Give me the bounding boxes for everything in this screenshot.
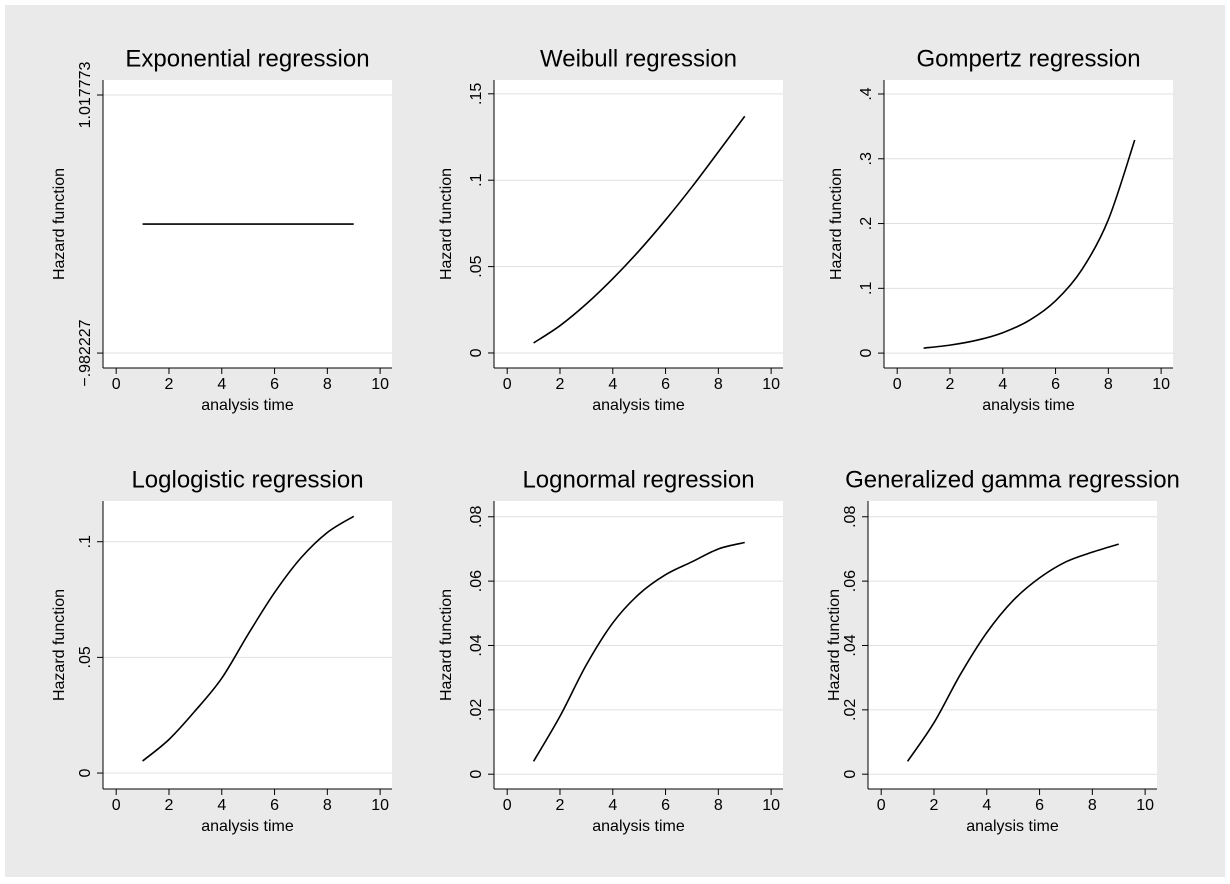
y-tick-label: −.982227 — [77, 319, 94, 386]
subplot: Weibull regression 0 .05 .1 .15 0 2 4 6 8 10 analys… — [438, 45, 783, 414]
y-tick-label: .02 — [842, 699, 859, 721]
x-axis-title: analysis time — [201, 397, 294, 414]
y-tick-label: .1 — [77, 535, 94, 548]
x-tick-label: 10 — [762, 376, 780, 393]
y-axis-title: Hazard function — [828, 168, 845, 280]
x-tick-label: 2 — [556, 797, 565, 814]
y-axis-title: Hazard function — [826, 589, 843, 701]
x-tick-label: 2 — [556, 376, 565, 393]
x-tick-label: 10 — [1136, 797, 1154, 814]
subplot-title: Lognormal regression — [522, 466, 754, 493]
y-tick-label: 0 — [842, 770, 859, 779]
hazard-line — [533, 115, 746, 344]
x-tick-label: 6 — [270, 797, 279, 814]
plot-region — [494, 80, 783, 368]
y-tick-label: 0 — [468, 770, 485, 779]
x-tick-label: 8 — [323, 797, 332, 814]
x-axis-title: analysis time — [966, 818, 1059, 835]
x-tick-label: 6 — [661, 376, 670, 393]
y-tick-label: .4 — [858, 87, 875, 100]
x-tick-label: 4 — [608, 376, 617, 393]
y-tick-label: .15 — [468, 83, 485, 105]
subplot-title: Gompertz regression — [916, 45, 1140, 72]
y-axis-title: Hazard function — [51, 168, 68, 280]
y-tick-label: .04 — [468, 634, 485, 656]
x-tick-label: 10 — [371, 797, 389, 814]
y-tick-label: .08 — [842, 506, 859, 528]
subplot-title: Generalized gamma regression — [845, 466, 1180, 493]
x-tick-label: 2 — [165, 376, 174, 393]
subplot-title: Exponential regression — [125, 45, 369, 72]
x-tick-label: 6 — [1051, 376, 1060, 393]
x-tick-label: 10 — [762, 797, 780, 814]
y-axis-title: Hazard function — [51, 589, 68, 701]
x-tick-label: 0 — [893, 376, 902, 393]
subplot: Gompertz regression 0 .1 .2 .3 .4 0 2 4 6 8 10 analy… — [828, 45, 1173, 414]
y-tick-label: 0 — [468, 348, 485, 357]
x-tick-label: 10 — [1152, 376, 1170, 393]
x-tick-label: 4 — [982, 797, 991, 814]
x-tick-label: 4 — [608, 797, 617, 814]
y-tick-label: .05 — [468, 255, 485, 277]
y-tick-label: .1 — [858, 282, 875, 295]
x-tick-label: 0 — [112, 797, 121, 814]
y-tick-label: .08 — [468, 506, 485, 528]
y-tick-label: .06 — [842, 570, 859, 592]
x-axis-title: analysis time — [982, 397, 1075, 414]
x-tick-label: 8 — [714, 797, 723, 814]
y-axis-title: Hazard function — [438, 589, 455, 701]
y-tick-label: .02 — [468, 699, 485, 721]
x-tick-label: 4 — [998, 376, 1007, 393]
x-tick-label: 4 — [217, 376, 226, 393]
plot-region — [103, 501, 392, 789]
x-axis-title: analysis time — [592, 397, 685, 414]
x-tick-label: 0 — [877, 797, 886, 814]
x-tick-label: 8 — [1104, 376, 1113, 393]
y-tick-label: .06 — [468, 570, 485, 592]
y-tick-label: 1.017773 — [77, 62, 94, 129]
x-tick-label: 2 — [165, 797, 174, 814]
hazard-line — [142, 515, 355, 762]
y-tick-label: .05 — [77, 646, 94, 668]
x-axis-title: analysis time — [592, 818, 685, 835]
subplot-title: Loglogistic regression — [131, 466, 363, 493]
x-tick-label: 0 — [112, 376, 121, 393]
x-tick-label: 8 — [1088, 797, 1097, 814]
x-axis-title: analysis time — [201, 818, 294, 835]
x-tick-label: 2 — [946, 376, 955, 393]
x-tick-label: 0 — [503, 797, 512, 814]
x-tick-label: 2 — [930, 797, 939, 814]
x-tick-label: 6 — [661, 797, 670, 814]
y-tick-label: 0 — [77, 768, 94, 777]
x-tick-label: 8 — [714, 376, 723, 393]
hazard-line — [906, 543, 1119, 762]
x-tick-label: 4 — [217, 797, 226, 814]
subplot: Generalized gamma regression 0 .02 .04 .06 .0… — [826, 466, 1180, 835]
y-tick-label: .04 — [842, 634, 859, 656]
hazard-line — [923, 139, 1136, 349]
subplot: Loglogistic regression 0 .05 .1 0 2 4 6 8 10 analy… — [51, 466, 392, 835]
x-tick-label: 6 — [1035, 797, 1044, 814]
hazard-line — [532, 541, 745, 762]
x-tick-label: 0 — [503, 376, 512, 393]
y-tick-label: .2 — [858, 217, 875, 230]
x-tick-label: 10 — [371, 376, 389, 393]
y-tick-label: .1 — [468, 173, 485, 186]
subplot: Lognormal regression 0 .02 .04 .06 .08 0 2 4 6 8 10… — [438, 466, 783, 835]
x-tick-label: 8 — [323, 376, 332, 393]
y-axis-title: Hazard function — [438, 168, 455, 280]
x-tick-label: 6 — [270, 376, 279, 393]
y-tick-label: 0 — [858, 349, 875, 358]
subplot: Exponential regression −.982227 1.017773 0 2… — [51, 45, 392, 414]
y-tick-label: .3 — [858, 152, 875, 165]
subplot-title: Weibull regression — [540, 45, 737, 72]
